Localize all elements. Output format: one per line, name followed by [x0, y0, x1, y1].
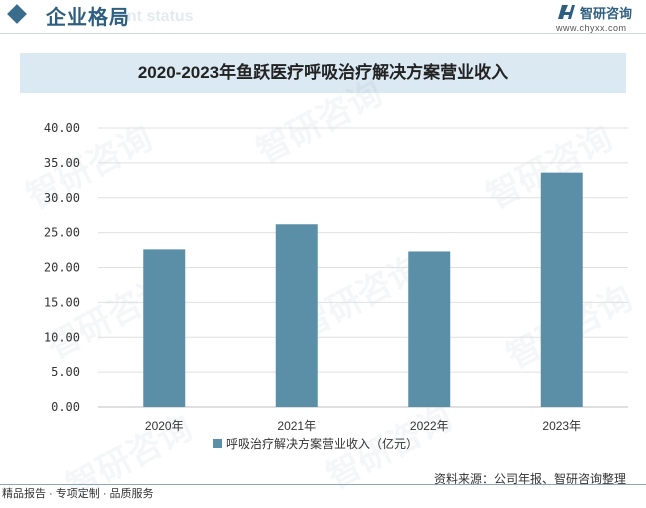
header-divider — [0, 33, 646, 34]
legend-swatch — [213, 439, 222, 448]
y-tick-label: 20.00 — [44, 261, 80, 275]
footer-slogan: 精品报告 · 专项定制 · 品质服务 — [2, 488, 154, 500]
y-tick-label: 30.00 — [44, 191, 80, 205]
x-tick-label: 2022年 — [410, 419, 449, 433]
bar — [275, 224, 318, 407]
source-note: 资料来源：公司年报、智研咨询整理 — [434, 472, 627, 486]
y-tick-label: 40.00 — [44, 121, 80, 135]
logo-name: 智研咨询 — [580, 6, 633, 21]
legend-label: 呼吸治疗解决方案营业收入（亿元） — [226, 436, 418, 451]
y-tick-label: 10.00 — [44, 330, 80, 344]
y-tick-label: 0.00 — [51, 400, 80, 414]
footer-divider — [0, 484, 646, 485]
x-tick-label: 2021年 — [277, 419, 316, 433]
x-tick-label: 2023年 — [542, 419, 581, 433]
bar — [408, 251, 451, 407]
logo-url: www.chyxx.com — [556, 23, 627, 33]
header: ent status 企业格局 智研咨询 www.chyxx.com — [0, 0, 646, 34]
bar — [540, 172, 583, 407]
y-tick-label: 25.00 — [44, 226, 80, 240]
chart-title: 2020-2023年鱼跃医疗呼吸治疗解决方案营业收入 — [137, 63, 509, 82]
x-tick-label: 2020年 — [145, 419, 184, 433]
bar — [143, 249, 186, 407]
header-subtitle: ent status — [118, 8, 194, 25]
y-tick-label: 5.00 — [51, 365, 80, 379]
chyxx-logo-icon — [558, 5, 575, 19]
y-tick-label: 15.00 — [44, 295, 80, 309]
title-band — [20, 53, 626, 93]
y-tick-label: 35.00 — [44, 156, 80, 170]
header-title: 企业格局 — [46, 7, 130, 29]
